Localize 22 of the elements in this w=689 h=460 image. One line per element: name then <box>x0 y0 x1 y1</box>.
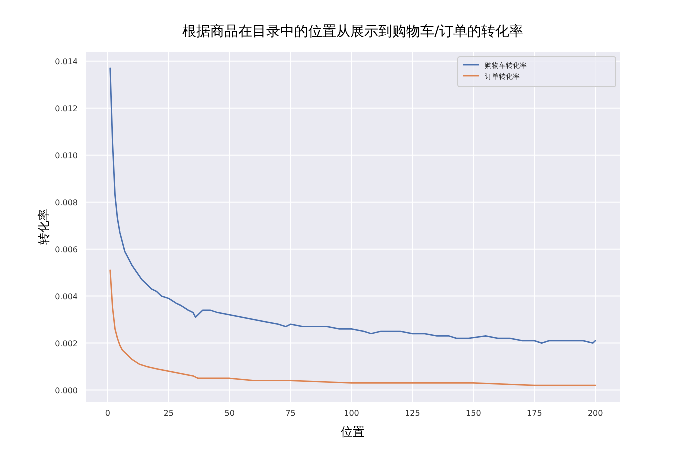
x-tick-label: 100 <box>344 409 360 418</box>
x-tick-label: 175 <box>527 409 542 418</box>
y-tick-label: 0.012 <box>55 104 78 114</box>
x-tick-label: 25 <box>164 409 174 418</box>
y-axis-title: 转化率 <box>37 209 51 245</box>
chart-title: 根据商品在目录中的位置从展示到购物车/订单的转化率 <box>182 24 524 40</box>
y-tick-label: 0.008 <box>55 198 78 208</box>
line-series <box>110 270 596 386</box>
x-tick-label: 75 <box>286 409 296 418</box>
y-tick-label: 0.002 <box>55 339 78 348</box>
x-tick-label: 125 <box>405 409 420 418</box>
y-tick-label: 0.010 <box>55 151 78 160</box>
y-tick-label: 0.014 <box>55 57 78 66</box>
y-tick-label: 0.004 <box>55 292 78 302</box>
x-tick-label: 200 <box>588 409 604 418</box>
x-tick-label: 0 <box>105 409 110 418</box>
line-series <box>110 68 596 344</box>
x-axis-title: 位置 <box>341 425 365 439</box>
y-tick-label: 0.006 <box>55 245 78 254</box>
y-tick-label: 0.000 <box>55 386 78 396</box>
x-tick-label: 50 <box>224 409 235 418</box>
x-tick-label: 150 <box>466 409 482 418</box>
